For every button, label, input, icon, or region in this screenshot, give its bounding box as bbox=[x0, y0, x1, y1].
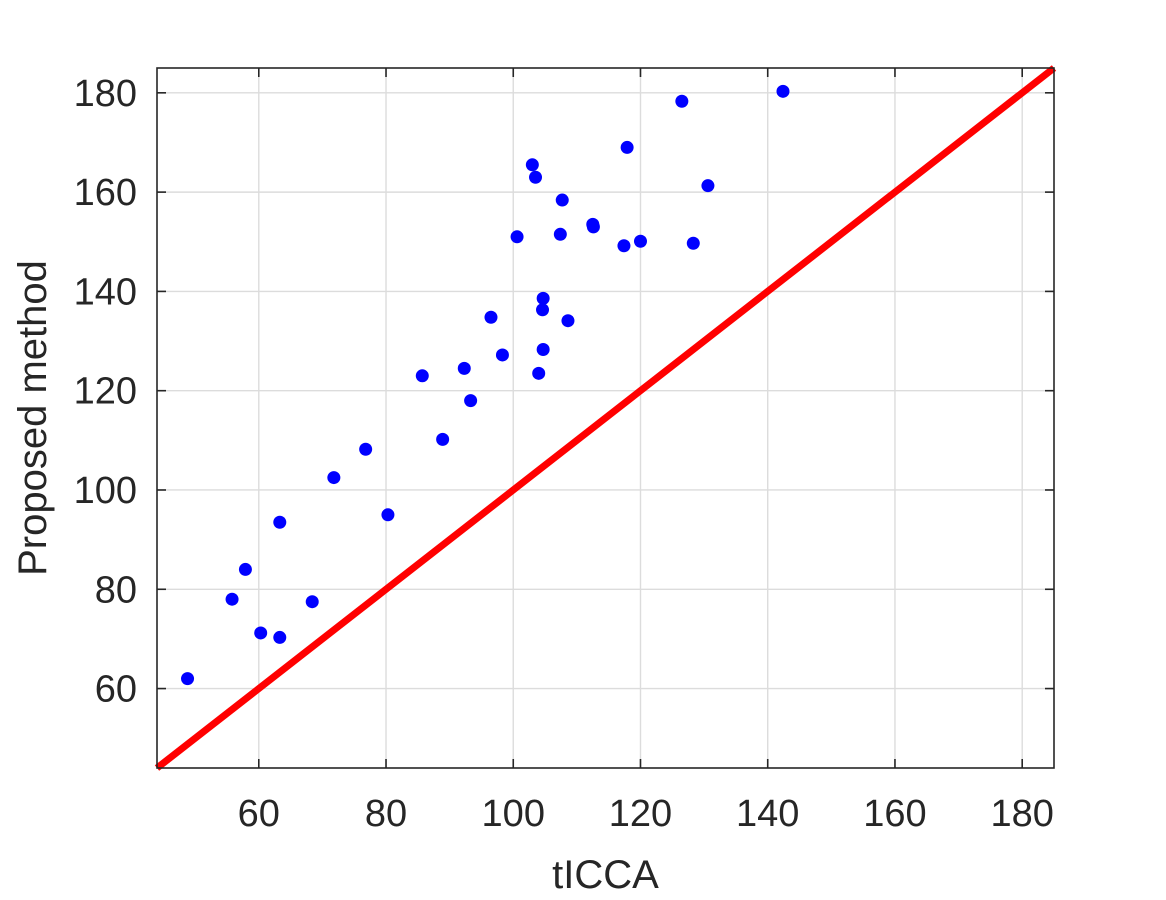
x-tick-label: 180 bbox=[990, 793, 1053, 835]
data-points bbox=[181, 84, 790, 686]
data-point bbox=[586, 220, 600, 234]
data-point bbox=[495, 348, 509, 362]
data-point bbox=[701, 179, 715, 193]
data-point bbox=[536, 291, 550, 305]
y-tick-label: 100 bbox=[74, 470, 137, 512]
data-point bbox=[536, 303, 550, 317]
data-point bbox=[532, 366, 546, 380]
y-tick-label: 160 bbox=[74, 172, 137, 214]
data-point bbox=[776, 84, 790, 98]
y-tick-label: 140 bbox=[74, 271, 137, 313]
y-axis-label: Proposed method bbox=[11, 260, 55, 576]
data-point bbox=[381, 508, 395, 522]
data-point bbox=[273, 630, 287, 644]
data-point bbox=[561, 314, 575, 328]
data-point bbox=[225, 592, 239, 606]
data-point bbox=[181, 672, 195, 686]
data-point bbox=[686, 236, 700, 250]
data-point bbox=[305, 595, 319, 609]
x-tick-label: 120 bbox=[609, 793, 672, 835]
data-point bbox=[484, 310, 498, 324]
x-tick-label: 80 bbox=[365, 793, 407, 835]
data-point bbox=[457, 361, 471, 375]
data-point bbox=[617, 239, 631, 253]
x-tick-label: 100 bbox=[482, 793, 545, 835]
data-point bbox=[238, 562, 252, 576]
data-point bbox=[254, 626, 268, 640]
y-tick-label: 120 bbox=[74, 371, 137, 413]
data-point bbox=[536, 342, 550, 356]
data-point bbox=[436, 432, 450, 446]
data-point bbox=[273, 515, 287, 529]
y-tick-label: 60 bbox=[95, 669, 137, 711]
data-point bbox=[525, 158, 539, 172]
data-point bbox=[327, 471, 341, 485]
data-point bbox=[633, 234, 647, 248]
y-tick-label: 180 bbox=[74, 73, 137, 115]
axis-ticks: 60 80 100 120 140 160 180 60 80 100 120 140 160 180 bbox=[74, 68, 1054, 835]
data-point bbox=[359, 442, 373, 456]
data-point bbox=[553, 227, 567, 241]
x-tick-label: 160 bbox=[863, 793, 926, 835]
y-tick-label: 80 bbox=[95, 569, 137, 611]
grid bbox=[157, 68, 1054, 768]
data-point bbox=[555, 193, 569, 207]
data-point bbox=[464, 394, 478, 408]
x-tick-label: 60 bbox=[238, 793, 280, 835]
data-point bbox=[510, 230, 524, 244]
data-point bbox=[620, 140, 634, 154]
reference-line-layer bbox=[154, 65, 1057, 771]
plot-frame bbox=[156, 67, 1055, 769]
data-point bbox=[675, 94, 689, 108]
x-axis-label: tICCA bbox=[552, 853, 659, 897]
data-point bbox=[529, 170, 543, 184]
reference-line bbox=[154, 65, 1057, 771]
data-point bbox=[415, 369, 429, 383]
x-tick-label: 140 bbox=[736, 793, 799, 835]
